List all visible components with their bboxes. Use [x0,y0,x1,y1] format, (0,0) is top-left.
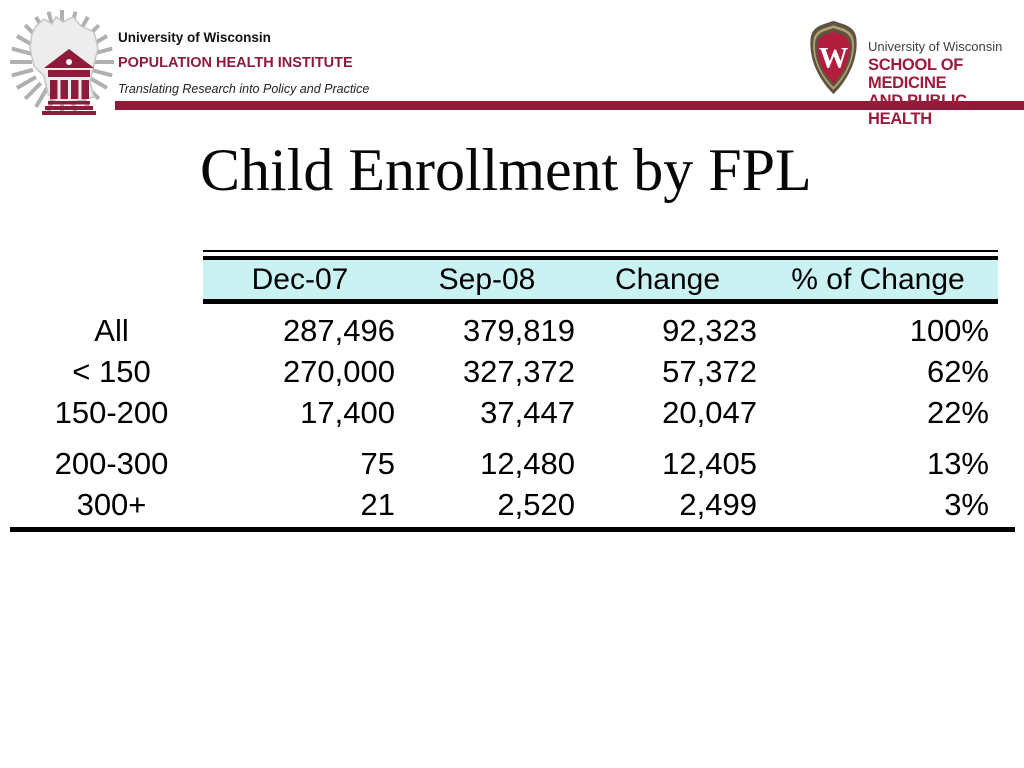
table-row: 300+ 21 2,520 2,499 3% [0,484,1024,525]
maroon-divider-bar [115,101,1024,110]
cell-sep08: 2,520 [497,486,575,522]
cell-pct-change: 62% [926,353,989,389]
cell-sep08: 327,372 [462,353,575,389]
table-header-row: Dec-07 Sep-08 Change % of Change [203,256,998,304]
cell-change: 12,405 [662,445,757,481]
cell-change: 57,372 [662,353,757,389]
right-org-name: University of Wisconsin [868,39,1003,54]
table-bottom-rule [10,527,1015,532]
column-header-dec07: Dec-07 [251,262,349,296]
crest-letter: W [819,43,848,75]
column-header-sep08: Sep-08 [438,262,536,296]
row-label: 150-200 [54,394,169,430]
cell-sep08: 37,447 [480,394,575,430]
right-school-line1: SCHOOL OF MEDICINE [868,56,964,92]
cell-pct-change: 100% [909,312,989,348]
cell-dec07: 270,000 [282,353,395,389]
left-branding: University of Wisconsin POPULATION HEALT… [118,30,369,96]
column-header-change: Change [614,262,721,296]
cell-dec07: 287,496 [282,312,395,348]
table-top-rule [203,250,998,252]
left-org-name: University of Wisconsin [118,30,271,45]
slide-title: Child Enrollment by FPL [200,137,812,203]
cell-pct-change: 22% [926,394,989,430]
cell-sep08: 379,819 [462,312,575,348]
table-row: < 150 270,000 327,372 57,372 62% [0,351,1024,392]
cell-dec07: 21 [360,486,395,522]
cell-change: 92,323 [662,312,757,348]
left-institute-name: POPULATION HEALTH INSTITUTE [118,55,353,71]
table-body: All 287,496 379,819 92,323 100% < 150 27… [0,310,1024,525]
row-label: All [94,312,129,348]
table-row: All 287,496 379,819 92,323 100% [0,310,1024,351]
cell-pct-change: 13% [926,445,989,481]
left-tagline: Translating Research into Policy and Pra… [118,82,370,96]
row-label: 200-300 [54,445,169,481]
uw-crest-icon: W [810,20,857,95]
column-header-pct-change: % of Change [791,262,965,296]
cell-pct-change: 3% [944,486,989,522]
cell-change: 2,499 [679,486,757,522]
right-school-line2: AND PUBLIC HEALTH [868,92,967,128]
cell-sep08: 12,480 [480,445,575,481]
cell-dec07: 75 [360,445,395,481]
row-label: 300+ [76,486,147,522]
table-row: 200-300 75 12,480 12,405 13% [0,443,1024,484]
right-branding: University of Wisconsin SCHOOL OF MEDICI… [868,39,1024,128]
cell-change: 20,047 [662,394,757,430]
cell-dec07: 17,400 [300,394,395,430]
row-label: < 150 [72,353,151,389]
uw-phi-logo-icon [10,10,114,115]
table-row: 150-200 17,400 37,447 20,047 22% [0,392,1024,433]
